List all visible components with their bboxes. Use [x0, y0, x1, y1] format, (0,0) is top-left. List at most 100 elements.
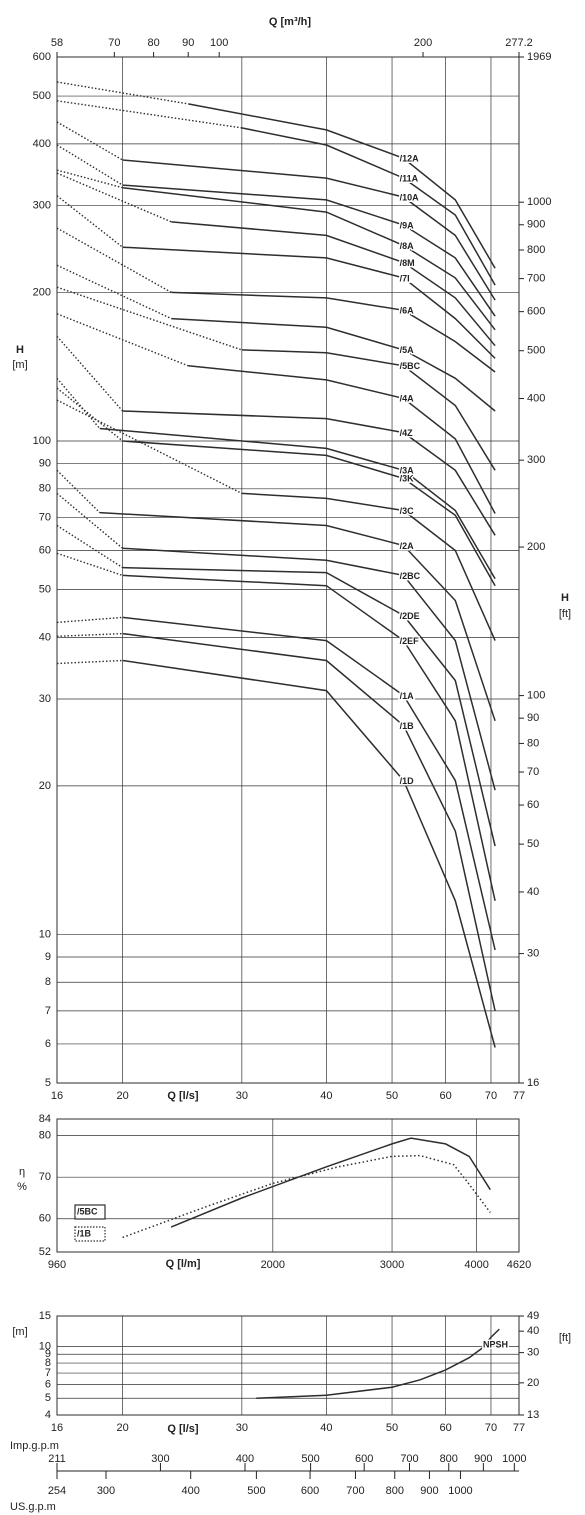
curve-label: /1A [400, 691, 415, 701]
y-tick-label: 15 [39, 1310, 51, 1322]
top-axis-label: Q [m³/h] [269, 16, 311, 28]
y-axis-unit: % [17, 1181, 27, 1193]
low-flow-curve [56, 100, 242, 129]
curve [188, 103, 496, 269]
low-flow-curve [56, 492, 124, 549]
y2-tick-label: 500 [527, 345, 545, 357]
curve-label: /1D [400, 776, 415, 786]
x-tick-label: 4000 [464, 1259, 488, 1271]
curve [171, 291, 496, 373]
x2-tick-label: 70 [108, 37, 120, 49]
y-tick-label: 9 [45, 951, 51, 963]
curve [256, 1328, 500, 1400]
curve-label: /12A [400, 154, 420, 164]
y-tick-label: 6 [45, 1379, 51, 1391]
us-tick-label: 900 [420, 1485, 438, 1497]
curve-label: /9A [400, 220, 415, 230]
y-tick-label: 7 [45, 1367, 51, 1379]
y-axis-label: η [19, 1166, 25, 1178]
curve-label: /2DE [400, 611, 420, 621]
y2-axis-label: [ft] [559, 1332, 571, 1344]
us-axis-label: US.g.p.m [10, 1501, 56, 1513]
y-tick-label: 9 [45, 1348, 51, 1360]
x2-tick-label: 90 [182, 37, 194, 49]
y2-tick-label: 13 [527, 1409, 539, 1421]
y2-tick-label: 700 [527, 273, 545, 285]
curve-label: /6A [400, 306, 415, 316]
y2-axis-label: H [561, 592, 569, 604]
us-tick-label: 800 [386, 1485, 404, 1497]
x2-tick-label: 200 [414, 37, 432, 49]
low-flow-curve [56, 469, 101, 514]
x-tick-label: 40 [320, 1090, 332, 1102]
curve [122, 159, 496, 301]
curve [122, 659, 496, 1048]
legend-box [74, 1204, 106, 1220]
x-tick-label: 30 [236, 1422, 248, 1434]
x-axis-label: Q [l/s] [167, 1090, 199, 1102]
curve [122, 246, 496, 359]
y-tick-label: 6 [45, 1038, 51, 1050]
curve [241, 492, 496, 641]
low-flow-curve [56, 313, 189, 367]
y2-tick-label: 80 [527, 737, 539, 749]
curve-label: /3C [400, 506, 415, 516]
low-flow-curve [56, 169, 123, 189]
imp-tick-label: 211 [48, 1453, 66, 1465]
y2-tick-label: 200 [527, 541, 545, 553]
curve [122, 616, 496, 951]
curve [122, 547, 496, 791]
y-tick-label: 8 [45, 976, 51, 988]
curve-label: /2BC [400, 571, 421, 581]
y2-tick-label: 50 [527, 838, 539, 850]
curve [99, 511, 496, 722]
y2-tick-label: 90 [527, 712, 539, 724]
x2-tick-label: 80 [147, 37, 159, 49]
y-tick-label: 80 [39, 483, 51, 495]
curve [188, 365, 496, 514]
x-tick-label: 960 [48, 1259, 66, 1271]
curve [241, 349, 496, 471]
curve [122, 184, 496, 317]
y-axis-label: [m] [12, 1326, 27, 1338]
curve-label: /3K [400, 474, 415, 484]
y2-tick-label: 20 [527, 1377, 539, 1389]
low-flow-curve [56, 616, 123, 624]
us-tick-label: 500 [247, 1485, 265, 1497]
y-axis-unit: [m] [12, 359, 27, 371]
curve-label: /4Z [400, 428, 414, 438]
curve [122, 410, 496, 536]
us-tick-label: 1000 [448, 1485, 472, 1497]
legend-label: /1B [77, 1228, 92, 1238]
y2-tick-label: 30 [527, 947, 539, 959]
y-tick-label: 70 [39, 511, 51, 523]
y2-tick-label: 40 [527, 1325, 539, 1337]
us-tick-label: 600 [301, 1485, 319, 1497]
curve [122, 186, 496, 331]
low-flow-curve [56, 195, 124, 248]
low-flow-curve [56, 81, 189, 105]
low-flow-curve [56, 335, 124, 412]
curve-label: /3A [400, 466, 415, 476]
curve [122, 574, 496, 901]
x-tick-label: 20 [116, 1422, 128, 1434]
x-tick-label: 20 [116, 1090, 128, 1102]
curve [170, 1137, 491, 1228]
low-flow-curve [56, 399, 243, 495]
curve [171, 317, 496, 412]
y-tick-label: 80 [39, 1130, 51, 1142]
y2-axis-unit: [ft] [559, 608, 571, 620]
us-tick-label: 700 [346, 1485, 364, 1497]
curve-label: /4A [400, 394, 415, 404]
x2-tick-label: 277.2 [505, 37, 533, 49]
y2-tick-label: 30 [527, 1347, 539, 1359]
imp-tick-label: 500 [301, 1453, 319, 1465]
low-flow-curve [56, 377, 101, 429]
curve [99, 427, 496, 580]
y-tick-label: 50 [39, 583, 51, 595]
legend-box [74, 1226, 106, 1242]
y-tick-label: 10 [39, 1340, 51, 1352]
y-tick-label: 90 [39, 457, 51, 469]
x-tick-label: 16 [51, 1090, 63, 1102]
x-tick-label: 70 [485, 1090, 497, 1102]
